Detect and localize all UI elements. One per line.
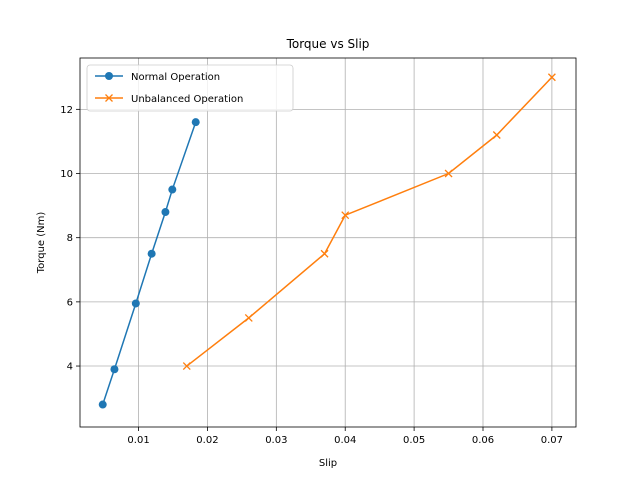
data-point [341,211,350,220]
data-point [161,208,170,217]
x-tick-label: 0.04 [334,435,356,446]
chart-title: Torque vs Slip [286,37,370,51]
legend-box [86,64,294,112]
data-point [98,400,107,409]
plot-series [98,73,556,409]
x-tick-label: 0.05 [403,435,425,446]
axis-ticks: 0.01 0.02 0.03 0.04 0.05 0.06 0.07 4 6 8 10 12 [60,105,563,446]
x-tick-label: 0.06 [472,435,494,446]
data-point [492,131,501,139]
legend-marker-unbalanced [105,94,113,102]
x-axis-label: Slip [319,458,337,469]
x-tick-label: 0.01 [127,435,149,446]
legend-marker-normal [105,72,113,80]
data-point [182,362,191,370]
data-point [320,249,329,258]
x-tick-label: 0.07 [541,435,563,446]
y-tick-label: 10 [60,169,73,180]
data-point [131,299,140,308]
data-point [547,73,556,82]
data-point [147,249,156,258]
x-tick-label: 0.03 [265,435,287,446]
grid [80,58,576,427]
data-point [110,365,119,374]
y-axis-label: Torque (Nm) [36,212,47,275]
legend: Normal Operation Unbalanced Operation [86,64,294,112]
x-tick-label: 0.02 [196,435,218,446]
data-point [444,169,453,178]
y-tick-label: 12 [60,105,73,116]
data-point [168,185,177,194]
y-tick-label: 8 [67,233,73,244]
legend-label-unbalanced: Unbalanced Operation [131,94,243,105]
axes-frame [79,57,577,428]
data-point [191,118,200,127]
y-tick-label: 4 [67,362,73,373]
y-tick-label: 6 [67,297,73,308]
legend-label-normal: Normal Operation [131,72,220,83]
data-point [244,313,253,322]
